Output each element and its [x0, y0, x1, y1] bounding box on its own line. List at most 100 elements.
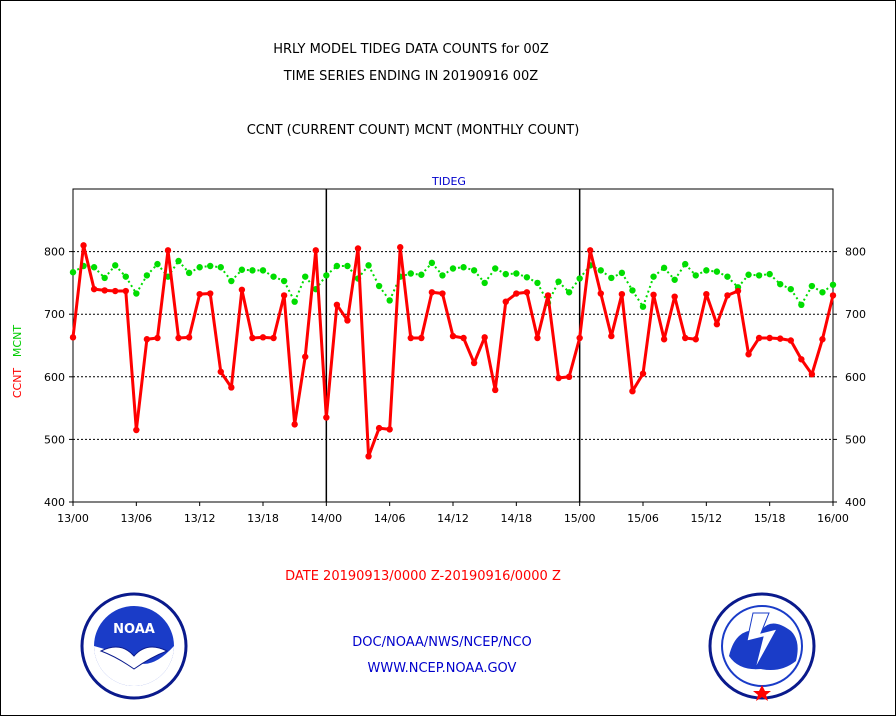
ccnt-segment	[652, 293, 666, 341]
y-tick-label-right: 800	[845, 246, 866, 259]
ccnt-point	[69, 334, 77, 341]
ccnt-point	[692, 336, 699, 343]
y-axis-label-mcnt: MCNT	[11, 325, 24, 357]
mcnt-point	[196, 264, 203, 271]
mcnt-point	[829, 281, 837, 288]
y-tick-label-left: 500	[44, 433, 65, 446]
mcnt-point	[333, 262, 341, 270]
ccnt-segment	[419, 290, 434, 340]
mcnt-point	[724, 273, 731, 280]
mcnt-point	[154, 260, 161, 268]
mcnt-point	[143, 272, 151, 279]
ccnt-point	[587, 247, 594, 254]
ccnt-point	[175, 334, 182, 342]
ccnt-segment	[324, 303, 339, 419]
ccnt-point	[534, 334, 541, 342]
mcnt-point	[386, 297, 393, 304]
ccnt-segment	[71, 243, 86, 339]
series-ccnt	[69, 242, 837, 460]
mcnt-point	[565, 289, 573, 296]
mcnt-point	[133, 290, 140, 297]
ccnt-segment	[483, 335, 497, 392]
ccnt-segment	[462, 336, 476, 365]
ccnt-point	[228, 384, 235, 391]
y-tick-label-right: 500	[845, 433, 866, 446]
mcnt-segment	[135, 274, 148, 295]
mcnt-point	[492, 265, 499, 272]
ccnt-point	[449, 332, 457, 340]
ccnt-segment	[609, 292, 624, 338]
ccnt-segment	[187, 292, 202, 339]
ccnt-point	[217, 368, 224, 375]
ccnt-point	[249, 334, 256, 342]
mcnt-point	[798, 301, 805, 309]
ccnt-point	[386, 426, 393, 433]
mcnt-point	[217, 264, 224, 271]
noaa-logo-text: NOAA	[113, 622, 155, 637]
ccnt-point	[164, 247, 172, 254]
ccnt-segment	[525, 290, 539, 340]
ccnt-point	[397, 244, 404, 251]
ccnt-segment	[662, 295, 677, 341]
ccnt-point	[682, 334, 689, 342]
ccnt-segment	[208, 292, 223, 374]
ccnt-point	[544, 292, 552, 299]
x-tick-label: 14/12	[437, 512, 469, 525]
ccnt-segment	[493, 300, 508, 392]
mcnt-point	[597, 267, 604, 274]
chart-title-line2: TIME SERIES ENDING IN 20190916 00Z	[283, 69, 539, 84]
ccnt-point	[259, 334, 267, 341]
mcnt-point	[418, 271, 425, 278]
mcnt-point	[280, 277, 288, 285]
mcnt-segment	[621, 272, 634, 291]
x-tick-label: 15/12	[690, 512, 722, 525]
org-line-1: DOC/NOAA/NWS/NCEP/NCO	[352, 635, 531, 650]
ccnt-point	[185, 334, 193, 341]
date-range-label: DATE 20190913/0000 Z-20190916/0000 Z	[285, 569, 561, 584]
ccnt-point	[576, 334, 583, 342]
y-tick-label-left: 600	[44, 371, 65, 384]
ccnt-segment	[345, 246, 360, 322]
mcnt-segment	[293, 276, 307, 303]
ccnt-segment	[472, 335, 487, 365]
ccnt-point	[724, 292, 731, 299]
y-tick-label-left: 400	[44, 496, 65, 509]
y-tick-labels: 400 400 500 500 600 600 700 700 800 800	[44, 246, 866, 509]
ccnt-point	[207, 290, 214, 297]
mcnt-point	[90, 264, 98, 271]
mcnt-segment	[536, 282, 549, 304]
ccnt-point	[618, 290, 626, 298]
ccnt-segment	[166, 248, 181, 340]
x-tick-label: 13/00	[57, 512, 89, 525]
mcnt-point	[270, 273, 277, 280]
ccnt-segment	[715, 293, 729, 326]
ccnt-point	[481, 334, 488, 341]
ccnt-point	[323, 414, 330, 421]
mcnt-point	[365, 262, 372, 269]
ccnt-point	[154, 334, 161, 342]
ccnt-point	[428, 289, 436, 296]
ccnt-point	[639, 370, 647, 377]
ccnt-point	[555, 374, 562, 382]
noaa-logo: NOAA	[80, 592, 188, 700]
mcnt-segment	[547, 281, 560, 304]
ccnt-point	[703, 290, 710, 298]
x-tick-label: 16/00	[817, 512, 849, 525]
ccnt-point	[407, 334, 414, 342]
mcnt-point	[703, 267, 710, 274]
ccnt-segment	[546, 293, 561, 380]
ccnt-segment	[704, 292, 719, 326]
ccnt-segment	[293, 355, 307, 426]
ccnt-segment	[303, 248, 318, 359]
mcnt-segment	[367, 264, 381, 287]
ccnt-segment	[810, 337, 824, 376]
ccnt-point	[122, 287, 129, 295]
mcnt-segment	[642, 276, 655, 308]
ccnt-point	[565, 373, 573, 380]
y-tick-label-right: 600	[845, 371, 866, 384]
mcnt-segment	[631, 289, 644, 308]
mcnt-point	[502, 270, 509, 278]
mcnt-point	[407, 270, 414, 277]
ccnt-segment	[673, 295, 687, 340]
